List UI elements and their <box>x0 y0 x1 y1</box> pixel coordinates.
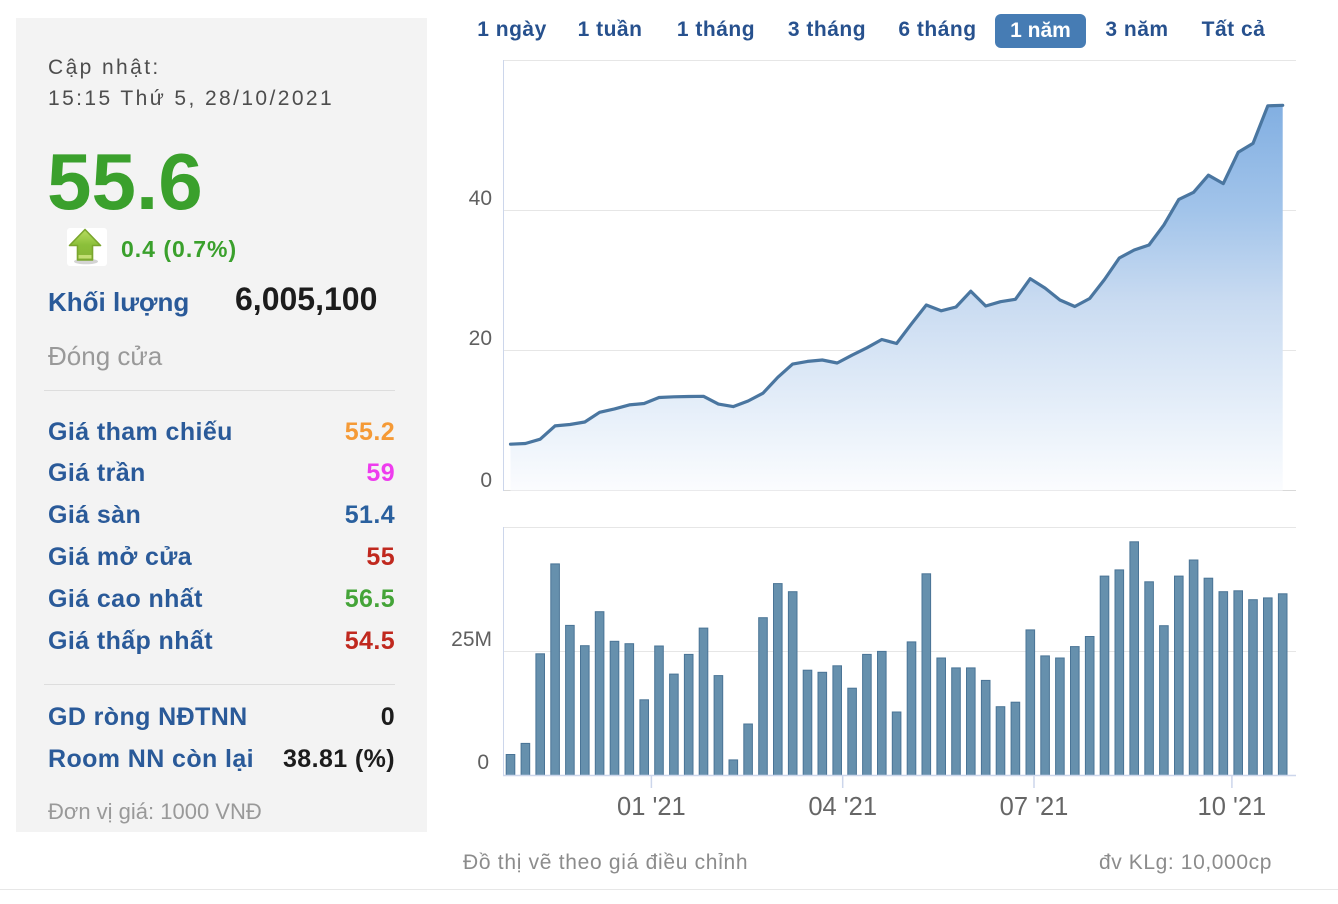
svg-text:25M: 25M <box>451 628 492 651</box>
svg-text:10 '21: 10 '21 <box>1198 793 1267 821</box>
svg-text:04 '21: 04 '21 <box>808 793 877 821</box>
svg-text:0: 0 <box>477 751 489 774</box>
svg-text:40: 40 <box>469 187 492 210</box>
svg-text:07 '21: 07 '21 <box>1000 793 1069 821</box>
svg-text:20: 20 <box>469 327 492 350</box>
svg-text:0: 0 <box>480 469 492 492</box>
svg-text:01 '21: 01 '21 <box>617 793 686 821</box>
